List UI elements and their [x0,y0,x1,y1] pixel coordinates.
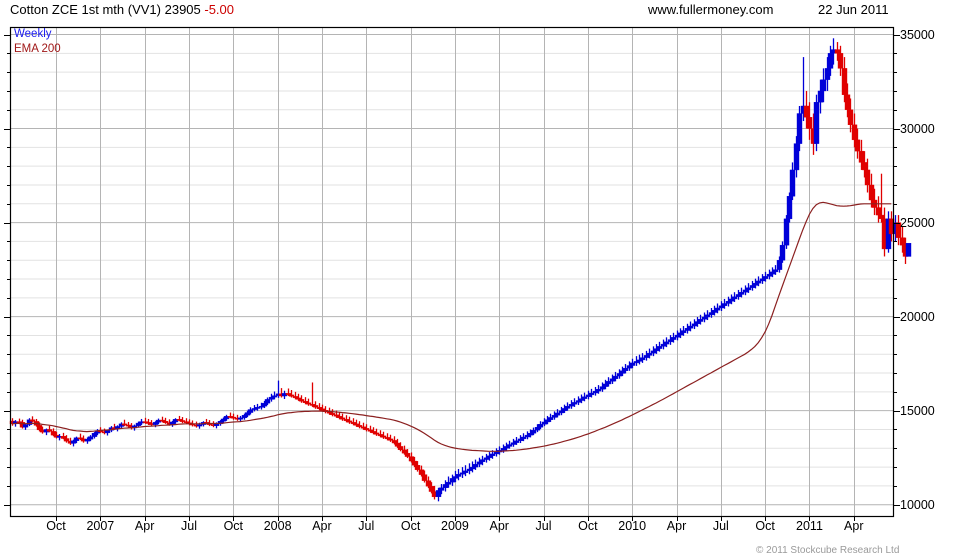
y-axis-tick-label: 35000 [900,27,935,42]
x-axis-tick-label: 2010 [618,519,647,533]
legend-item-ema200: EMA 200 [14,43,61,55]
ema-200-line [11,201,892,452]
x-axis-tick-label: Apr [666,519,687,533]
y-axis-tick-label: 10000 [900,497,935,512]
x-axis-tick-label: Oct [46,519,66,533]
chart-title: Cotton ZCE 1st mth (VV1) 23905 -5.00 [10,2,234,17]
x-axis-tick-label: Jul [535,519,552,533]
x-axis-tick-label: Oct [400,519,421,533]
x-axis-tick-label: Jul [358,519,375,533]
x-axis-tick-marks [56,516,855,521]
y-axis-tick-label: 15000 [900,403,935,418]
copyright-notice: © 2011 Stockcube Research Ltd [756,545,900,556]
x-axis-tick-label: Jul [180,519,197,533]
y-axis-labels: 10000 15000 20000 25000 30000 35000 [900,0,980,560]
major-gridlines [10,34,893,506]
x-axis-tick-label: 2007 [86,519,115,533]
x-axis-tick-label: Apr [312,519,332,533]
candlestick-series [9,38,912,502]
x-axis-tick-label: Oct [578,519,598,533]
y-axis-tick-label: 25000 [900,215,935,230]
y-axis-tick-label: 30000 [900,121,935,136]
x-axis-tick-label: Apr [844,519,864,533]
quote-date-label: 22 Jun 2011 [818,2,889,17]
x-axis-tick-label: Apr [134,519,155,533]
x-axis-tick-label: 2008 [263,519,292,533]
x-axis-tick-label: 2011 [796,519,823,533]
y-axis-tick-marks [4,35,900,506]
x-axis-tick-label: 2009 [441,519,469,533]
x-axis-tick-label: Oct [755,519,775,533]
site-url-label: www.fullermoney.com [648,2,774,17]
y-axis-tick-label: 20000 [900,309,935,324]
x-axis-tick-label: Oct [223,519,244,533]
price-change-value: -5.00 [204,2,235,17]
x-axis-tick-label: Apr [489,519,509,533]
instrument-title-text: Cotton ZCE 1st mth (VV1) 23905 [10,2,205,17]
legend-item-weekly: Weekly [14,28,52,40]
axis-frame [9,26,895,518]
x-axis-tick-label: Jul [712,519,729,533]
